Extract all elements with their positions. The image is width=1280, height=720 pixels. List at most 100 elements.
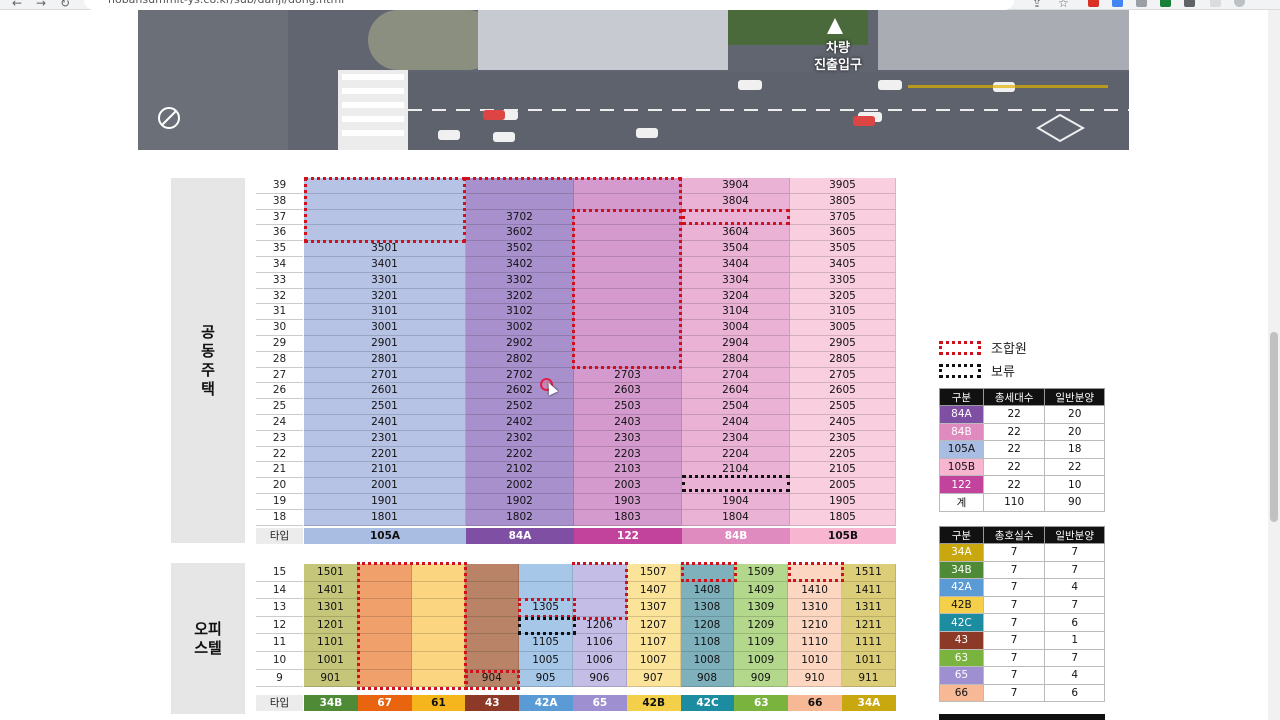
unit-cell[interactable]: 1410 — [788, 581, 842, 600]
share-icon[interactable]: ⇪ — [1032, 0, 1043, 10]
unit-cell[interactable] — [574, 288, 682, 305]
unit-cell[interactable]: 1311 — [842, 599, 896, 617]
unit-cell[interactable]: 2203 — [574, 446, 682, 463]
unit-cell[interactable]: 2002 — [466, 478, 574, 494]
unit-cell[interactable]: 2103 — [574, 462, 682, 479]
unit-cell[interactable]: 3404 — [682, 256, 790, 273]
unit-cell[interactable]: 2703 — [574, 367, 682, 384]
unit-cell[interactable]: 2205 — [790, 446, 896, 463]
unit-cell[interactable]: 3005 — [790, 320, 896, 336]
unit-cell[interactable]: 2404 — [682, 414, 790, 431]
unit-cell[interactable]: 2201 — [304, 446, 466, 463]
unit-cell[interactable]: 2104 — [682, 462, 790, 479]
unit-cell[interactable]: 2303 — [574, 430, 682, 447]
unit-cell[interactable]: 1501 — [304, 564, 358, 582]
unit-cell[interactable]: 3605 — [790, 225, 896, 242]
unit-cell[interactable]: 1408 — [680, 581, 735, 600]
unit-cell[interactable]: 1801 — [304, 509, 466, 526]
unit-cell[interactable]: 1110 — [788, 634, 842, 652]
unit-cell[interactable]: 1211 — [842, 616, 896, 635]
unit-cell[interactable] — [357, 669, 412, 688]
unit-cell[interactable]: 905 — [519, 669, 573, 688]
unit-cell[interactable] — [574, 241, 682, 257]
unit-cell[interactable]: 1805 — [790, 509, 896, 526]
unit-cell[interactable]: 1903 — [574, 493, 682, 510]
unit-cell[interactable] — [411, 599, 466, 617]
unit-cell[interactable] — [465, 599, 520, 617]
unit-cell[interactable]: 1210 — [788, 616, 842, 635]
unit-cell[interactable]: 1206 — [573, 616, 627, 635]
unit-cell[interactable]: 3102 — [466, 304, 574, 321]
unit-cell[interactable]: 2701 — [304, 367, 466, 384]
unit-cell[interactable] — [788, 564, 842, 582]
unit-cell[interactable]: 2405 — [790, 414, 896, 431]
unit-cell[interactable]: 1803 — [574, 509, 682, 526]
unit-cell[interactable] — [357, 581, 412, 600]
unit-cell[interactable]: 2502 — [466, 399, 574, 415]
unit-cell[interactable]: 3304 — [682, 272, 790, 289]
unit-cell[interactable]: 1310 — [788, 599, 842, 617]
unit-cell[interactable] — [411, 581, 466, 600]
unit-cell[interactable]: 2604 — [682, 383, 790, 400]
unit-cell[interactable]: 3002 — [466, 320, 574, 336]
unit-cell[interactable]: 1007 — [626, 651, 681, 670]
unit-cell[interactable]: 2602 — [466, 383, 574, 400]
unit-cell[interactable]: 2301 — [304, 430, 466, 447]
extension-icon[interactable] — [1112, 0, 1123, 7]
unit-cell[interactable]: 1507 — [626, 564, 681, 582]
unit-cell[interactable]: 909 — [734, 669, 789, 688]
unit-cell[interactable]: 2603 — [574, 383, 682, 400]
unit-cell[interactable]: 1905 — [790, 493, 896, 510]
unit-cell[interactable]: 1307 — [626, 599, 681, 617]
unit-cell[interactable]: 1005 — [519, 651, 573, 670]
unit-cell[interactable]: 1901 — [304, 493, 466, 510]
unit-cell[interactable]: 1804 — [682, 509, 790, 526]
unit-cell[interactable]: 2805 — [790, 351, 896, 368]
unit-cell[interactable] — [519, 581, 573, 600]
address-bar[interactable]: hobansummit-ys.co.kr/sub/danji/dong.html — [84, 0, 1014, 10]
puzzle-icon[interactable] — [1184, 0, 1195, 7]
unit-cell[interactable]: 1108 — [680, 634, 735, 652]
unit-cell[interactable]: 2102 — [466, 462, 574, 479]
unit-cell[interactable] — [357, 599, 412, 617]
unit-cell[interactable]: 2601 — [304, 383, 466, 400]
unit-cell[interactable] — [682, 478, 790, 494]
unit-cell[interactable]: 3702 — [466, 209, 574, 226]
unit-cell[interactable]: 2101 — [304, 462, 466, 479]
unit-cell[interactable]: 3204 — [682, 288, 790, 305]
unit-cell[interactable] — [465, 564, 520, 582]
unit-cell[interactable]: 1006 — [573, 651, 627, 670]
unit-cell[interactable]: 3302 — [466, 272, 574, 289]
unit-cell[interactable]: 1010 — [788, 651, 842, 670]
unit-cell[interactable]: 3301 — [304, 272, 466, 289]
unit-cell[interactable] — [574, 256, 682, 273]
unit-cell[interactable]: 1109 — [734, 634, 789, 652]
unit-cell[interactable] — [465, 634, 520, 652]
unit-cell[interactable]: 1407 — [626, 581, 681, 600]
unit-cell[interactable] — [574, 209, 682, 226]
unit-cell[interactable] — [574, 304, 682, 321]
unit-cell[interactable] — [573, 581, 627, 600]
unit-cell[interactable]: 3402 — [466, 256, 574, 273]
unit-cell[interactable] — [466, 193, 574, 210]
unit-cell[interactable] — [519, 564, 573, 582]
unit-cell[interactable] — [411, 651, 466, 670]
unit-cell[interactable] — [519, 616, 573, 635]
unit-cell[interactable]: 3505 — [790, 241, 896, 257]
unit-cell[interactable]: 1802 — [466, 509, 574, 526]
unit-cell[interactable]: 3202 — [466, 288, 574, 305]
unit-cell[interactable]: 2302 — [466, 430, 574, 447]
unit-cell[interactable]: 901 — [304, 669, 358, 688]
unit-cell[interactable]: 3705 — [790, 209, 896, 226]
profile-avatar[interactable] — [1234, 0, 1245, 7]
unit-cell[interactable]: 3602 — [466, 225, 574, 242]
unit-cell[interactable]: 1509 — [734, 564, 789, 582]
unit-cell[interactable]: 2901 — [304, 335, 466, 352]
unit-cell[interactable]: 2204 — [682, 446, 790, 463]
unit-cell[interactable]: 907 — [626, 669, 681, 688]
unit-cell[interactable]: 2001 — [304, 478, 466, 494]
unit-cell[interactable]: 2705 — [790, 367, 896, 384]
unit-cell[interactable] — [574, 320, 682, 336]
unit-cell[interactable]: 1308 — [680, 599, 735, 617]
unit-cell[interactable]: 1305 — [519, 599, 573, 617]
